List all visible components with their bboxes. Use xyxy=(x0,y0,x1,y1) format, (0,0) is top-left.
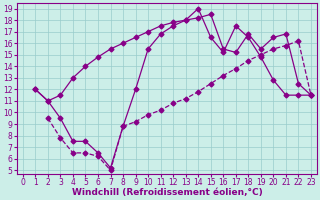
X-axis label: Windchill (Refroidissement éolien,°C): Windchill (Refroidissement éolien,°C) xyxy=(72,188,262,197)
